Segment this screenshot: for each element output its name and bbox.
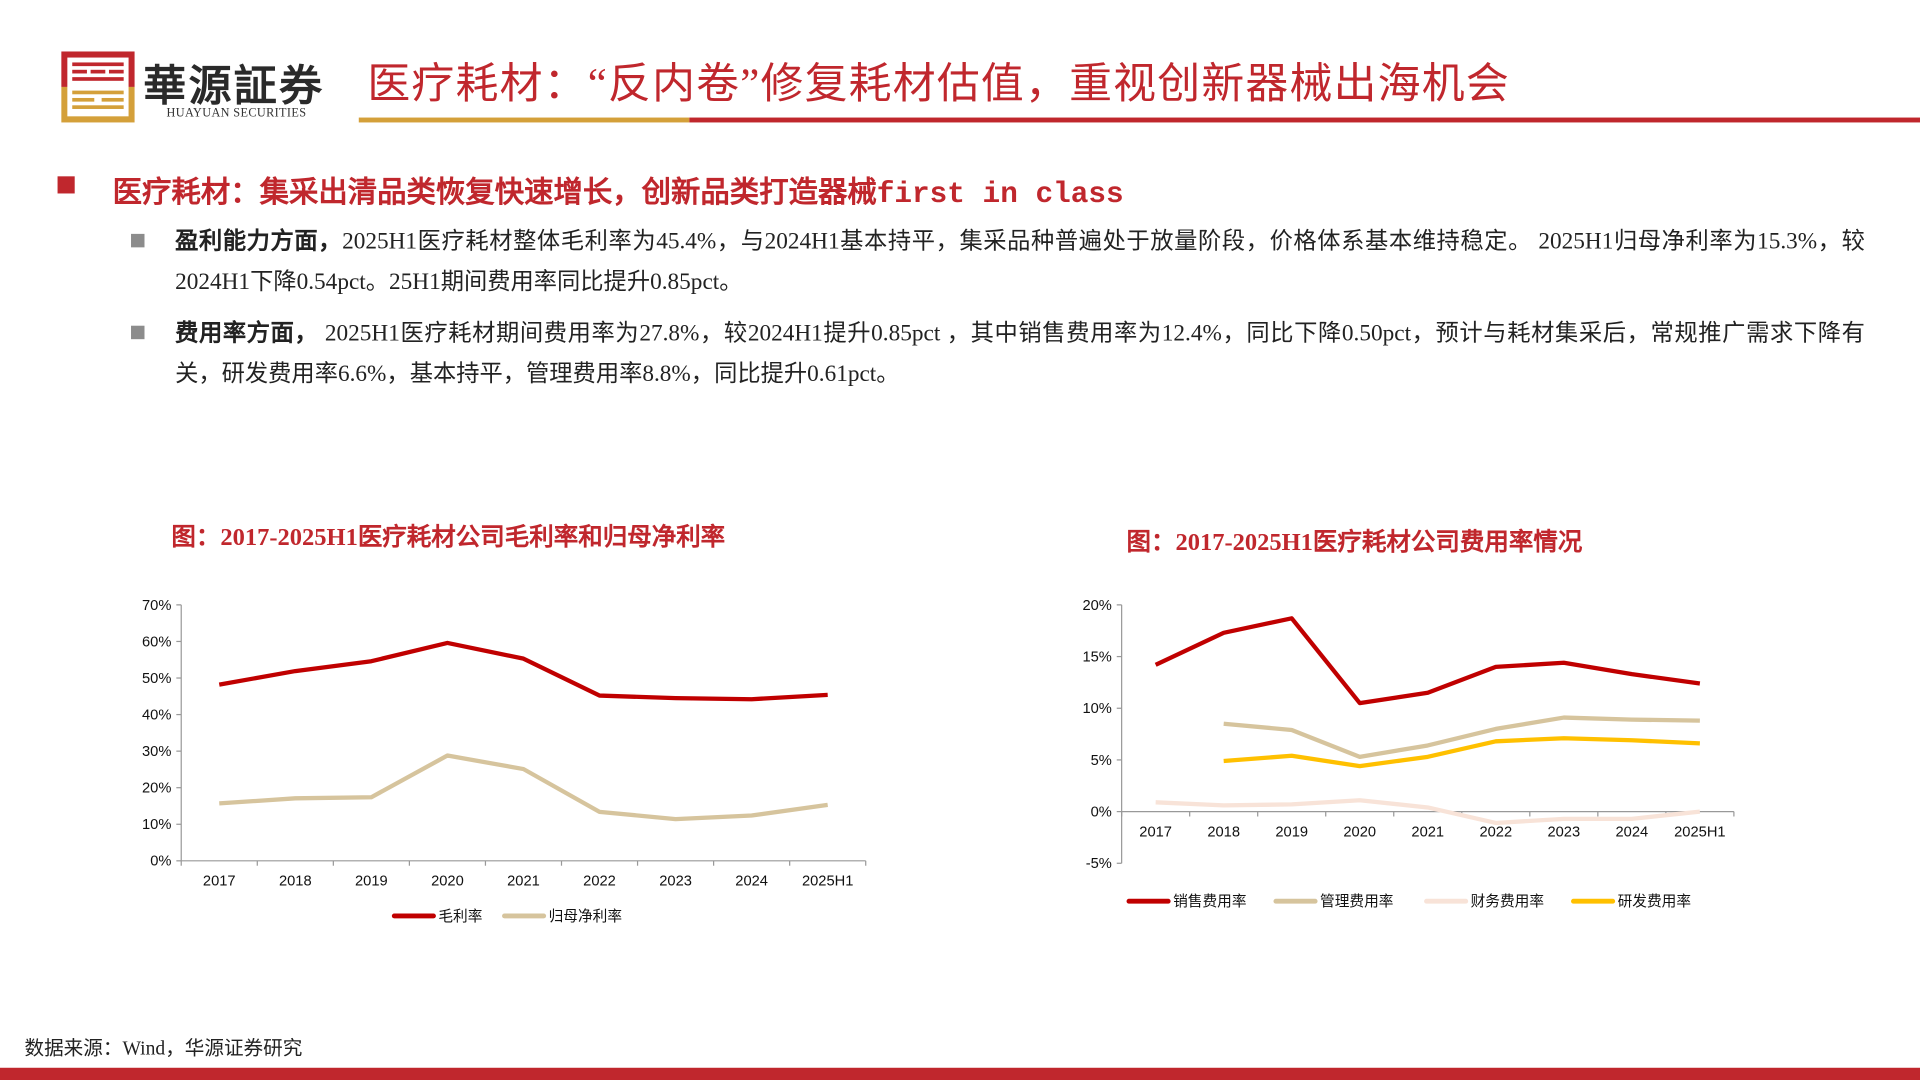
bullet-square-icon — [131, 233, 145, 248]
title-underline-red — [689, 117, 1920, 123]
x-tick-label: 2018 — [1207, 824, 1240, 840]
paragraph-text: 2025H1医疗耗材期间费用率为27.8%，较2024H1提升0.85pct ，… — [175, 320, 1865, 387]
bullet-square-icon — [131, 325, 145, 340]
legend-label: 研发费用率 — [1618, 893, 1691, 910]
x-tick-label: 2017 — [203, 873, 236, 889]
x-tick-label: 2020 — [431, 873, 464, 889]
x-tick-label: 2021 — [1411, 824, 1444, 840]
x-tick-label: 2024 — [1616, 824, 1649, 840]
x-tick-label: 2025H1 — [1674, 824, 1725, 840]
y-tick-label: 50% — [142, 671, 171, 687]
series-line-0 — [218, 640, 828, 702]
x-tick-label: 2017 — [1139, 824, 1172, 840]
y-tick-label: 10% — [142, 817, 171, 833]
legend-label: 归母净利率 — [549, 908, 622, 925]
paragraph-lead: 盈利能力方面， — [175, 228, 343, 255]
y-tick-label: 20% — [1082, 598, 1111, 614]
legend-label: 财务费用率 — [1471, 893, 1544, 910]
huayuan-logo-icon — [61, 51, 135, 123]
x-tick-label: 2023 — [1547, 824, 1580, 840]
series-line-3 — [1223, 736, 1700, 769]
x-tick-label: 2019 — [355, 873, 388, 889]
x-tick-label: 2022 — [1479, 824, 1512, 840]
series-line-0 — [1154, 616, 1701, 706]
page-title: 医疗耗材：“反内卷”修复耗材估值，重视创新器械出海机会 — [367, 60, 1510, 108]
series-line-1 — [1223, 715, 1700, 759]
y-tick-label: 0% — [1091, 804, 1112, 820]
y-tick-label: 15% — [1082, 649, 1111, 665]
chart-title-margin: 图：2017-2025H1医疗耗材公司毛利率和归母净利率 — [171, 524, 726, 552]
legend-label: 销售费用率 — [1173, 893, 1246, 910]
x-tick-label: 2019 — [1275, 824, 1308, 840]
paragraph-lead: 费用率方面， — [175, 320, 319, 347]
x-tick-label: 2020 — [1343, 824, 1376, 840]
y-tick-label: 0% — [150, 854, 171, 870]
bullet-square-icon — [57, 176, 75, 194]
x-tick-label: 2023 — [659, 873, 692, 889]
margin-line-chart: 0% 10% 20% 30% 40% 50% 60% 70% 2017 2018 2019 2020 2… — [142, 598, 867, 925]
series-line-1 — [219, 753, 828, 822]
x-tick-label: 2025H1 — [802, 873, 853, 889]
y-tick-label: 60% — [142, 634, 171, 650]
y-tick-label: 30% — [142, 744, 171, 760]
bottom-bar — [0, 1067, 1920, 1080]
x-tick-label: 2018 — [279, 873, 312, 889]
paragraph-expenses: 费用率方面， 2025H1医疗耗材期间费用率为27.8%，较2024H1提升0.… — [175, 313, 1865, 394]
logo-text-en: HUAYUAN SECURITIES — [166, 106, 307, 121]
y-tick-label: 10% — [1082, 701, 1111, 717]
data-source: 数据来源：Wind，华源证券研究 — [24, 1038, 303, 1060]
y-tick-label: 5% — [1091, 753, 1112, 769]
paragraph-profitability: 盈利能力方面，2025H1医疗耗材整体毛利率为45.4%，与2024H1基本持平… — [175, 222, 1865, 303]
x-tick-label: 2024 — [735, 873, 768, 889]
logo-text-cn: 華源証券 — [143, 62, 325, 111]
y-tick-label: 40% — [142, 707, 171, 723]
expense-line-chart: -5% 0% 5% 10% 15% 20% 2017 2018 2019 2020 2021 2022… — [1082, 598, 1735, 910]
legend-label: 管理费用率 — [1320, 893, 1393, 910]
y-tick-label: 70% — [142, 598, 171, 614]
title-underline-gold — [358, 117, 690, 123]
x-tick-label: 2022 — [583, 873, 616, 889]
x-tick-label: 2021 — [507, 873, 540, 889]
paragraph-text: 2025H1医疗耗材整体毛利率为45.4%，与2024H1基本持平，集采品种普遍… — [175, 228, 1865, 296]
y-tick-label: -5% — [1086, 856, 1112, 872]
section-heading: 医疗耗材：集采出清品类恢复快速增长，创新品类打造器械first in class — [112, 178, 1124, 212]
legend-label: 毛利率 — [438, 908, 482, 925]
chart-title-expense: 图：2017-2025H1医疗耗材公司费用率情况 — [1126, 528, 1583, 556]
y-tick-label: 20% — [142, 781, 171, 797]
